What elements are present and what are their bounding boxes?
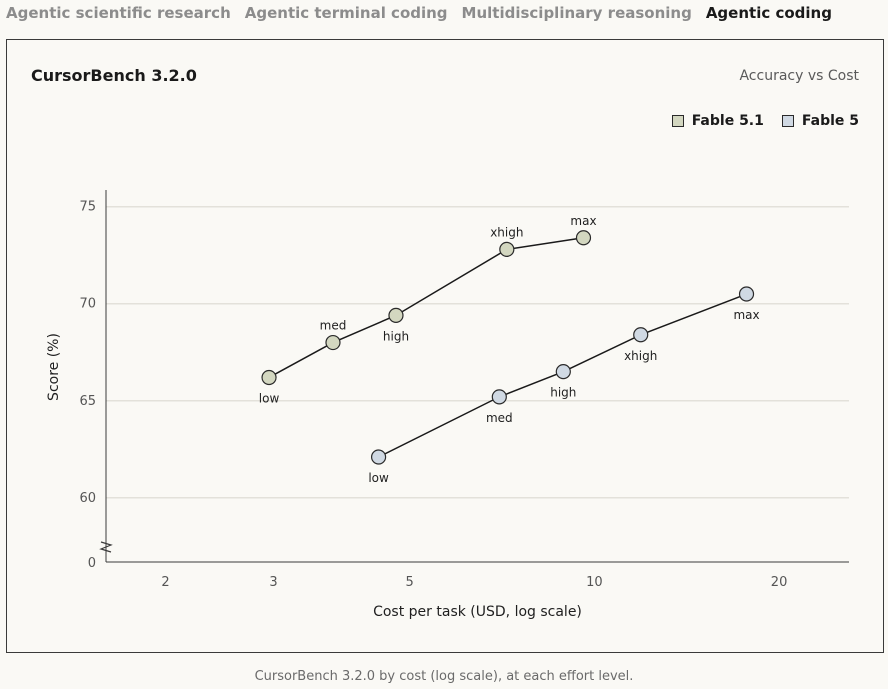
data-point (555, 364, 571, 380)
y-axis-label: Score (%) (46, 333, 62, 401)
data-point (388, 307, 404, 323)
y-tick-label: 75 (79, 200, 96, 215)
legend-swatch-fable-5-1 (671, 115, 684, 127)
data-label: high (550, 386, 576, 400)
chart-caption: CursorBench 3.2.0 by cost (log scale), a… (254, 669, 634, 684)
data-label: low (259, 391, 280, 405)
tab-agentic-coding[interactable]: Agentic coding (705, 4, 832, 22)
chart-title: CursorBench 3.2.0 (31, 66, 197, 85)
chart-card: CursorBench 3.2.0 Accuracy vs Cost Fable… (6, 39, 884, 653)
x-axis-label: Cost per task (USD, log scale) (373, 604, 582, 620)
data-point (633, 327, 649, 343)
y-axis-break (99, 541, 113, 553)
data-point (370, 449, 387, 465)
data-label: max (733, 308, 759, 322)
data-point (261, 369, 277, 386)
x-tick-label: 10 (586, 575, 603, 590)
chart-subtitle: Accuracy vs Cost (739, 68, 859, 84)
series-line-fable-5-1 (268, 237, 584, 379)
x-tick-label: 20 (771, 575, 788, 590)
y-tick-label: 65 (79, 394, 96, 409)
data-point (499, 241, 515, 257)
data-label: max (570, 214, 596, 228)
x-tick-label: 3 (269, 575, 277, 590)
legend-item-fable-5-1: Fable 5.1 (671, 113, 764, 129)
data-point (491, 389, 507, 405)
chart-legend: Fable 5.1 Fable 5 (671, 113, 859, 129)
data-point (325, 334, 341, 351)
data-label: xhigh (624, 349, 657, 363)
y-tick-label: 60 (79, 491, 96, 506)
data-point (575, 230, 592, 246)
tab-multidisciplinary-reasoning[interactable]: Multidisciplinary reasoning (461, 4, 692, 22)
data-point (738, 286, 755, 302)
legend-item-fable-5: Fable 5 (781, 113, 859, 129)
y-tick-label: 70 (79, 297, 96, 312)
tab-agentic-terminal-coding[interactable]: Agentic terminal coding (244, 4, 448, 22)
benchmark-tabs: Agentic scientific research Agentic term… (0, 0, 840, 26)
data-label: med (320, 319, 347, 333)
data-label: high (383, 329, 409, 343)
legend-swatch-fable-5 (781, 115, 794, 127)
data-label: xhigh (490, 225, 523, 239)
y-zero-label: 0 (88, 556, 96, 571)
x-tick-label: 2 (161, 575, 169, 590)
legend-label-fable-5-1: Fable 5.1 (691, 113, 764, 129)
data-label: med (486, 411, 513, 425)
legend-label-fable-5: Fable 5 (801, 113, 859, 129)
x-tick-label: 5 (406, 575, 414, 590)
tab-agentic-scientific-research[interactable]: Agentic scientific research (6, 4, 231, 22)
chart-plot: 60 65 70 75 0 2 3 5 10 20 Cost per task (USD, log … (46, 190, 849, 620)
data-label: low (368, 471, 389, 485)
